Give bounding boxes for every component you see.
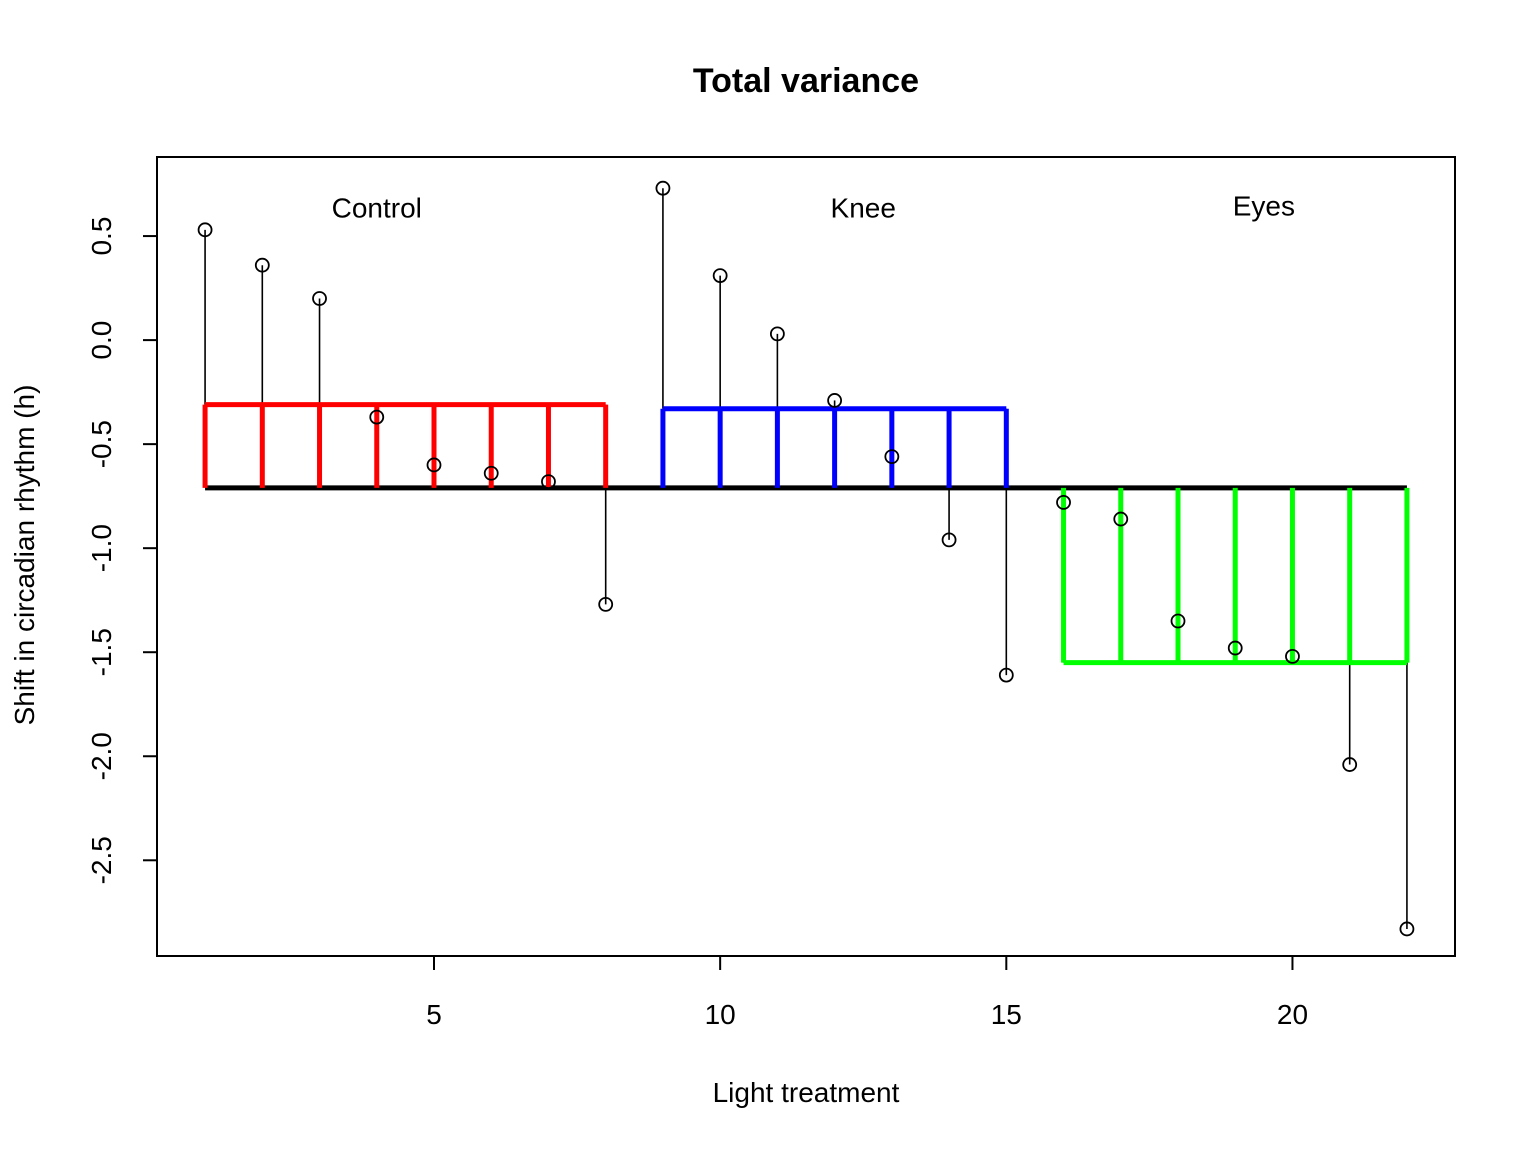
data-point (483, 465, 499, 481)
data-point (827, 393, 843, 408)
x-tick-label: 15 (991, 999, 1022, 1030)
data-point (312, 291, 327, 306)
x-tick-label: 20 (1277, 999, 1308, 1030)
y-tick-label: -2.5 (86, 836, 117, 884)
data-point (941, 532, 957, 548)
y-tick-label: -1.5 (86, 628, 117, 676)
data-point (769, 326, 785, 342)
data-point (1285, 648, 1300, 664)
data-point (197, 222, 213, 238)
x-axis-label: Light treatment (713, 1077, 900, 1108)
group-label-eyes: Eyes (1233, 190, 1295, 221)
y-tick-label: 0.0 (86, 321, 117, 360)
data-point (369, 409, 385, 425)
data-point (1342, 757, 1358, 772)
plot-area: Control Knee Eyes (197, 180, 1415, 937)
data-point (998, 667, 1014, 683)
data-point (1170, 613, 1186, 629)
y-tick-label: -0.5 (86, 420, 117, 468)
data-point (426, 457, 442, 473)
data-point (655, 180, 671, 196)
y-tick-label: -1.0 (86, 524, 117, 572)
group-label-control: Control (332, 192, 422, 223)
data-point (1227, 640, 1243, 656)
data-point (884, 449, 900, 465)
plot-frame (156, 156, 1456, 957)
data-point (254, 257, 270, 273)
y-tick-label: 0.5 (86, 217, 117, 256)
data-point (1113, 511, 1129, 527)
data-point (598, 596, 614, 612)
chart-title: Total variance (693, 62, 919, 100)
data-point (541, 474, 556, 489)
data-point (1056, 495, 1071, 510)
data-point (1399, 921, 1415, 937)
y-tick-label: -2.0 (86, 732, 117, 780)
data-point (712, 268, 728, 284)
y-axis-label: Shift in circadian rhythm (h) (9, 385, 40, 726)
group-label-knee: Knee (831, 192, 896, 223)
x-tick-label: 10 (705, 999, 736, 1030)
x-tick-label: 5 (426, 999, 442, 1030)
